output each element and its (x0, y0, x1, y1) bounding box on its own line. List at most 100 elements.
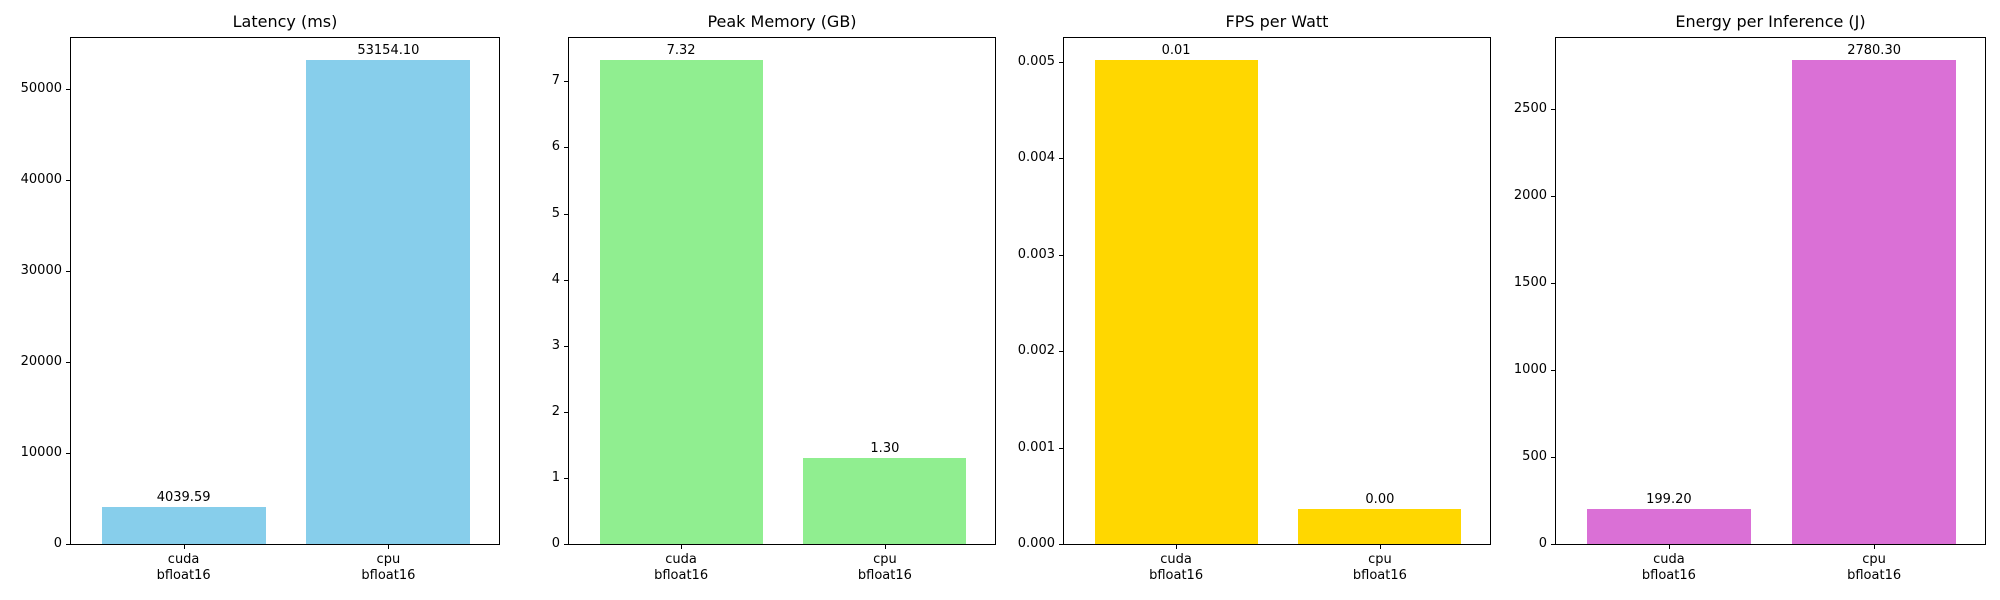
tick-mark (1059, 447, 1064, 449)
tick-mark (1059, 62, 1064, 64)
x-tick-label-line: cpu (873, 552, 897, 567)
x-tick-label: cuda bfloat16 (1149, 552, 1203, 584)
plot-area: 0.01 cuda bfloat16 0.00 cpu bfloat16 0.000 0.00… (1018, 37, 1491, 583)
tick-mark (1059, 544, 1064, 545)
tick-mark (183, 544, 185, 549)
y-tick-label: 1000 (1513, 362, 1547, 377)
tick-mark (1551, 544, 1556, 545)
x-tick-label: cpu bfloat16 (858, 552, 912, 584)
x-tick-label-line: bfloat16 (156, 568, 211, 583)
y-tick-label: 0.005 (1017, 54, 1055, 70)
tick-mark (1551, 282, 1556, 284)
bar-cpu (803, 458, 967, 544)
plot-area: 199.20 cuda bfloat16 2780.30 cpu bfloat16 0 500… (1514, 37, 1986, 583)
tick-mark (1379, 544, 1381, 549)
tick-mark (66, 452, 71, 454)
x-tick-label-line: cuda (665, 552, 697, 567)
x-tick-label-line: bfloat16 (654, 568, 709, 583)
tick-mark (564, 345, 569, 347)
x-tick-label: cpu bfloat16 (361, 552, 415, 584)
x-tick-label-line: cpu (1368, 552, 1392, 567)
y-tick-label: 0.004 (1017, 150, 1055, 166)
tick-mark (1551, 195, 1556, 197)
tick-mark (1551, 370, 1556, 371)
tick-mark (564, 411, 569, 413)
y-tick-label: 0.000 (1017, 536, 1055, 551)
y-tick-label: 0.002 (1017, 343, 1055, 359)
chart-title: Energy per Inference (J) (1675, 12, 1866, 31)
chart-title: Peak Memory (GB) (707, 12, 857, 31)
y-tick-label: 7 (551, 73, 560, 89)
tick-mark (1874, 544, 1876, 549)
x-tick-label: cuda bfloat16 (1642, 552, 1696, 584)
tick-mark (1668, 544, 1670, 549)
tick-mark (1551, 457, 1556, 458)
x-tick-label-line: cpu (376, 552, 401, 567)
tick-mark (1059, 351, 1064, 353)
bar-cuda (1094, 60, 1258, 544)
x-tick-label-line: bfloat16 (361, 568, 416, 583)
bar-cuda (101, 507, 266, 544)
y-tick-label: 0 (53, 536, 62, 551)
bar-value-label: 0.01 (1161, 43, 1191, 59)
tick-mark (1551, 108, 1556, 110)
tick-mark (564, 279, 569, 281)
x-tick-label-line: cpu (1862, 552, 1886, 567)
chart-panel: Peak Memory (GB) 7.32 cuda bfloat16 1.30 cpu b… (552, 0, 996, 600)
plot-area: 4039.59 cuda bfloat16 53154.10 cpu bfloat16 0 1… (21, 37, 500, 583)
bar-value-label: 4039.59 (156, 490, 211, 506)
y-tick-label: 1 (551, 469, 560, 485)
y-tick-label: 3 (551, 337, 560, 353)
tick-mark (564, 213, 569, 215)
y-tick-label: 40000 (20, 171, 62, 187)
x-tick-label-line: cuda (1160, 552, 1192, 567)
y-tick-label: 2500 (1513, 100, 1547, 116)
x-tick-label: cuda bfloat16 (157, 552, 211, 584)
x-tick-label-line: bfloat16 (1641, 568, 1696, 583)
tick-mark (564, 477, 569, 479)
y-tick-label: 30000 (20, 262, 62, 278)
tick-mark (66, 270, 71, 272)
bar-cuda (599, 60, 763, 544)
bar-cpu (1298, 509, 1462, 544)
y-tick-label: 1500 (1513, 274, 1547, 290)
chart-panel: Latency (ms) 4039.59 cuda bfloat16 53154.10 c… (21, 0, 500, 600)
bar-value-label: 2780.30 (1847, 43, 1901, 59)
tick-mark (1176, 544, 1178, 549)
tick-mark (564, 147, 569, 149)
x-tick-label-line: bfloat16 (1149, 568, 1204, 583)
x-tick-label-line: bfloat16 (1847, 568, 1902, 583)
bar-value-label: 7.32 (666, 43, 696, 59)
chart-panel: Energy per Inference (J) 199.20 cuda bfloat… (1514, 0, 1986, 600)
bar-cpu (306, 60, 471, 544)
x-tick-label: cpu bfloat16 (1847, 552, 1901, 584)
tick-mark (564, 544, 569, 545)
y-tick-label: 0.003 (1017, 246, 1055, 262)
x-tick-label: cuda bfloat16 (654, 552, 708, 584)
bar-value-label: 199.20 (1646, 492, 1692, 508)
bar-value-label: 53154.10 (357, 43, 420, 59)
y-tick-label: 20000 (20, 353, 62, 369)
x-tick-label-line: bfloat16 (857, 568, 912, 583)
y-tick-label: 2 (551, 403, 560, 419)
y-tick-label: 10000 (20, 444, 62, 460)
y-tick-label: 500 (1522, 449, 1547, 464)
bar-cuda (1586, 509, 1751, 544)
x-tick-label-line: bfloat16 (1352, 568, 1407, 583)
y-tick-label: 0 (551, 536, 560, 551)
y-tick-label: 0.001 (1017, 439, 1055, 455)
bar-value-label: 1.30 (870, 441, 900, 457)
tick-mark (66, 179, 71, 181)
tick-mark (388, 544, 390, 549)
tick-mark (564, 81, 569, 83)
plot-area: 7.32 cuda bfloat16 1.30 cpu bfloat16 0 1 2 3 4 5 6 7 (552, 37, 996, 583)
chart-panel: FPS per Watt 0.01 cuda bfloat16 0.00 cpu bfloa… (1018, 0, 1491, 600)
y-tick-label: 5 (551, 205, 560, 221)
tick-mark (681, 544, 683, 549)
tick-mark (1059, 158, 1064, 160)
x-tick-label-line: cuda (1653, 552, 1685, 567)
x-tick-label: cpu bfloat16 (1353, 552, 1407, 584)
y-tick-label: 2000 (1513, 187, 1547, 203)
tick-mark (1059, 254, 1064, 256)
bar-cpu (1792, 60, 1957, 544)
